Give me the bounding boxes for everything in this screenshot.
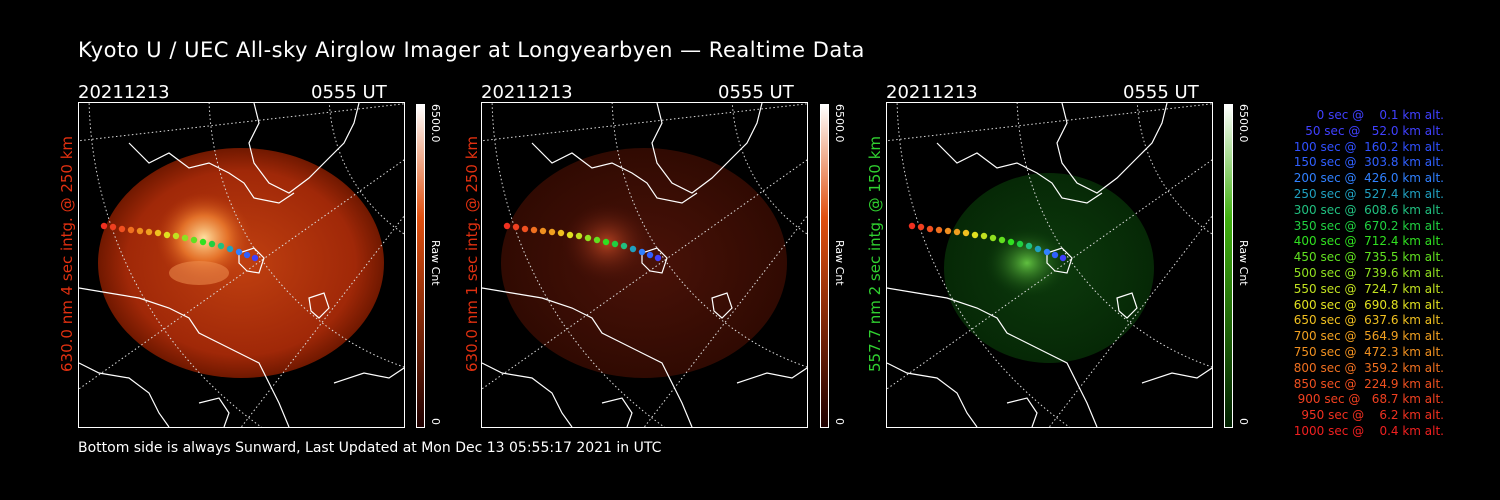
panel-2-map xyxy=(482,103,807,427)
panel-1-time: 0555 UT xyxy=(311,82,387,103)
panel-3-ylabel: 557.7 nm 2 sec intg. @ 150 km xyxy=(866,135,884,372)
legend-row: 850 sec @ 224.9 km alt. xyxy=(1289,376,1444,391)
panel-3-trajectory xyxy=(908,222,1067,262)
legend-row: 700 sec @ 564.9 km alt. xyxy=(1289,329,1444,344)
panel-1-date: 20211213 xyxy=(78,82,170,103)
legend-row: 500 sec @ 739.6 km alt. xyxy=(1289,265,1444,280)
panel-3-map xyxy=(887,103,1212,427)
page-title: Kyoto U / UEC All-sky Airglow Imager at … xyxy=(78,38,865,62)
panel-3-cbar-min: 0 xyxy=(1237,418,1250,425)
legend-row: 400 sec @ 712.4 km alt. xyxy=(1289,234,1444,249)
legend-row: 800 sec @ 359.2 km alt. xyxy=(1289,360,1444,375)
panel-3-coastline xyxy=(887,103,1212,427)
panel-1-cbar-unit: Raw Cnt xyxy=(429,240,442,286)
panel-1-grid xyxy=(79,103,404,427)
legend-row: 750 sec @ 472.3 km alt. xyxy=(1289,344,1444,359)
panel-2-grid xyxy=(482,103,807,427)
legend-row: 350 sec @ 670.2 km alt. xyxy=(1289,218,1444,233)
panel-2-image xyxy=(481,102,808,428)
panel-1-cbar-max: 6500.0 xyxy=(429,104,442,143)
legend-row: 50 sec @ 52.0 km alt. xyxy=(1297,123,1444,138)
panel-1-aurora-band xyxy=(169,261,229,285)
legend-row: 300 sec @ 608.6 km alt. xyxy=(1289,202,1444,217)
panel-1-aurora xyxy=(156,193,252,283)
panel-2-ylabel: 630.0 nm 1 sec intg. @ 250 km xyxy=(463,135,481,372)
panel-2-time: 0555 UT xyxy=(718,82,794,103)
panel-1-image xyxy=(78,102,405,428)
panel-3-colorbar xyxy=(1224,104,1233,428)
legend-row: 550 sec @ 724.7 km alt. xyxy=(1289,281,1444,296)
panel-2-date: 20211213 xyxy=(481,82,573,103)
panel-3-grid xyxy=(887,103,1212,427)
legend-row: 200 sec @ 426.0 km alt. xyxy=(1289,171,1444,186)
panel-2-coastline xyxy=(482,103,807,427)
legend-row: 600 sec @ 690.8 km alt. xyxy=(1289,297,1444,312)
legend-row: 100 sec @ 160.2 km alt. xyxy=(1289,139,1444,154)
panel-3-time: 0555 UT xyxy=(1123,82,1199,103)
panel-3-aurora xyxy=(985,228,1069,298)
legend-row: 450 sec @ 735.5 km alt. xyxy=(1289,250,1444,265)
legend-row: 1000 sec @ 0.4 km alt. xyxy=(1293,423,1444,438)
panel-2-cbar-max: 6500.0 xyxy=(833,104,846,143)
panel-3-image xyxy=(886,102,1213,428)
panel-1-colorbar xyxy=(416,104,425,428)
panel-1-ylabel: 630.0 nm 4 sec intg. @ 250 km xyxy=(58,135,76,372)
panel-3-date: 20211213 xyxy=(886,82,978,103)
panel-1-trajectory xyxy=(100,222,259,262)
panel-2-trajectory xyxy=(503,222,662,262)
panel-3-cbar-unit: Raw Cnt xyxy=(1237,240,1250,286)
panel-3-cbar-max: 6500.0 xyxy=(1237,104,1250,143)
panel-2-cbar-min: 0 xyxy=(833,418,846,425)
legend-row: 250 sec @ 527.4 km alt. xyxy=(1289,186,1444,201)
altitude-legend: 0 sec @ 0.1 km alt. 50 sec @ 52.0 km alt… xyxy=(1262,108,1444,440)
legend-row: 650 sec @ 637.6 km alt. xyxy=(1289,313,1444,328)
panel-1-cbar-min: 0 xyxy=(429,418,442,425)
legend-row: 150 sec @ 303.8 km alt. xyxy=(1289,155,1444,170)
panel-1-map xyxy=(79,103,404,427)
legend-row: 950 sec @ 6.2 km alt. xyxy=(1297,408,1444,423)
footer-status: Bottom side is always Sunward, Last Upda… xyxy=(78,440,662,456)
panel-2-cbar-unit: Raw Cnt xyxy=(833,240,846,286)
legend-row: 900 sec @ 68.7 km alt. xyxy=(1293,392,1444,407)
panel-1-coastline xyxy=(79,103,404,427)
panel-2-colorbar xyxy=(820,104,829,428)
legend-row: 0 sec @ 0.1 km alt. xyxy=(1305,108,1444,122)
